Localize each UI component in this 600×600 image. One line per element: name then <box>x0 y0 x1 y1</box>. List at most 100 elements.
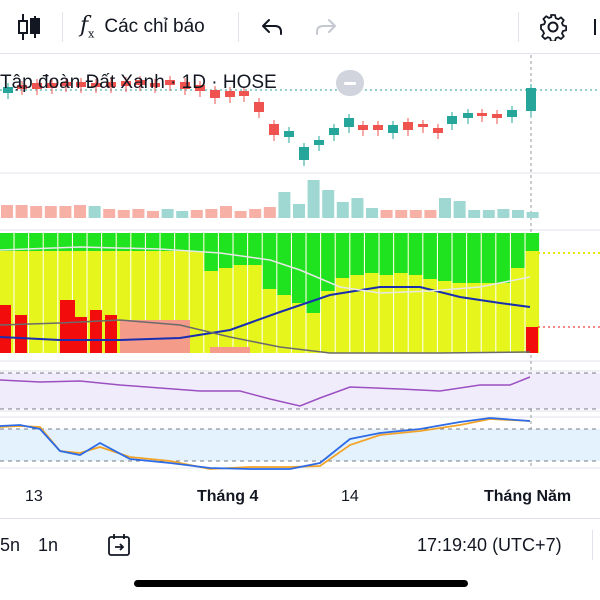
indicator-green-bar <box>58 233 73 251</box>
indicator-green-bar <box>452 233 467 283</box>
redo-button[interactable] <box>312 0 340 54</box>
volume-bar <box>468 210 481 218</box>
indicator-green-bar <box>43 233 58 251</box>
bottom-toolbar: 5n 1n 17:19:40 (UTC+7) <box>0 518 600 570</box>
volume-bar <box>380 210 393 218</box>
candle-body <box>314 140 324 145</box>
candle-body <box>3 87 13 93</box>
collapse-legend-button[interactable] <box>336 70 364 96</box>
indicator-green-bar <box>102 233 117 251</box>
candle-body <box>284 131 294 137</box>
indicator-green-bar <box>438 233 452 281</box>
indicator-blue-line <box>0 286 531 341</box>
range-1n-button[interactable]: 1n <box>38 519 58 571</box>
time-tick: Tháng 4 <box>197 488 259 505</box>
candle-body <box>463 113 473 118</box>
volume-bar <box>366 208 378 218</box>
volume-bar <box>205 209 218 218</box>
indicator-green-bar <box>321 233 336 291</box>
candle-body <box>447 116 457 124</box>
volume-bar <box>234 211 247 218</box>
indicator-green-bar <box>29 233 44 251</box>
volume-bar <box>44 206 57 218</box>
indicator-green-bar <box>365 233 379 273</box>
volume-bar <box>176 211 189 218</box>
indicator-salmon-bar <box>210 347 250 353</box>
volume-bar <box>74 205 86 218</box>
candle-body <box>165 80 175 85</box>
candle-body <box>47 83 57 88</box>
time-tick: Tháng Năm <box>484 488 572 505</box>
candle-body <box>358 125 368 130</box>
candle-body <box>106 82 116 87</box>
indicator-green-bar <box>306 233 321 313</box>
undo-icon <box>262 19 282 35</box>
indicator-green-bar <box>189 233 204 251</box>
volume-bar <box>497 209 510 218</box>
time-tick: 13 <box>25 488 43 505</box>
candle-body <box>225 91 235 97</box>
calendar-goto-icon <box>108 534 130 556</box>
time-axis[interactable]: 13 Tháng 4 14 Tháng Năm <box>0 478 600 516</box>
stoch-k-line <box>0 417 531 470</box>
redo-icon <box>316 19 336 35</box>
range-5n-label: 5n <box>0 534 21 555</box>
candle-body <box>492 114 502 118</box>
volume-bar <box>132 209 145 218</box>
candle-body <box>239 91 249 96</box>
candle-body <box>388 125 398 133</box>
candle-body <box>195 85 205 91</box>
indicator-green-bar <box>14 233 29 251</box>
range-5n-button[interactable]: 5n <box>0 519 20 571</box>
candle-body <box>210 90 220 98</box>
settings-button[interactable] <box>538 0 568 54</box>
volume-bar <box>15 205 28 218</box>
indicator-gray-line <box>0 319 531 354</box>
candle-body <box>254 102 264 112</box>
chart-canvas[interactable] <box>0 55 600 485</box>
indicator-green-bar <box>379 233 394 275</box>
toolbar-divider <box>238 12 239 42</box>
undo-button[interactable] <box>258 0 286 54</box>
volume-bar <box>336 202 349 218</box>
oscillator-line <box>0 376 531 407</box>
candle-body <box>17 85 27 89</box>
indicator-red-bar <box>0 305 11 353</box>
indicator-red-bar <box>75 317 87 353</box>
indicator-green-bar <box>116 233 131 251</box>
volume-bar <box>395 210 408 218</box>
indicator-green-bar <box>233 233 248 265</box>
candle-body <box>180 82 190 89</box>
minus-icon <box>344 81 356 85</box>
volume-bar <box>263 207 276 218</box>
volume-bar <box>161 209 174 218</box>
indicator-green-bar <box>350 233 365 275</box>
toolbar-divider <box>518 12 519 42</box>
volume-bar <box>322 190 335 218</box>
candle-body <box>526 88 536 111</box>
volume-bar <box>30 206 43 218</box>
candlestick-chart-type-icon[interactable] <box>14 0 44 54</box>
chart-area[interactable]: Tập đoàn Đất Xanh · 1D · HOSE <box>0 55 600 515</box>
gear-icon <box>540 14 567 41</box>
indicator-green-bar <box>131 233 146 251</box>
volume-bar <box>293 204 305 218</box>
volume-bar <box>512 210 524 218</box>
indicator-green-bar <box>394 233 409 273</box>
go-to-date-button[interactable] <box>106 519 132 571</box>
indicators-button[interactable]: fx Các chỉ báo <box>80 0 205 54</box>
clock-timezone[interactable]: 17:19:40 (UTC+7) <box>417 519 562 571</box>
indicator-green-bar <box>262 233 277 289</box>
volume-bar <box>439 198 451 218</box>
indicator-red-bar <box>15 315 27 353</box>
indicator-red-bar <box>526 327 538 353</box>
more-menu-button[interactable] <box>584 0 600 54</box>
top-toolbar: fx Các chỉ báo <box>0 0 600 54</box>
candle-body <box>121 81 131 86</box>
candle-body <box>269 124 279 135</box>
candle-body <box>150 83 160 87</box>
candle-body <box>61 82 71 86</box>
volume-bar <box>424 210 437 218</box>
volume-bar <box>117 210 130 218</box>
volume-bar <box>190 210 203 218</box>
